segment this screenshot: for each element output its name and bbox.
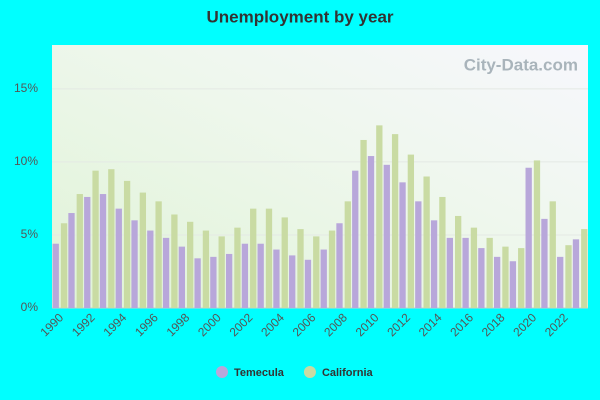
y-tick-label: 15% — [14, 81, 38, 95]
bar — [391, 134, 399, 308]
bar — [68, 213, 75, 308]
bar — [352, 170, 359, 308]
x-tick-label: 1990 — [37, 310, 66, 339]
bar — [462, 237, 469, 308]
x-tick-label: 1992 — [69, 310, 98, 339]
x-tick-label: 1994 — [101, 310, 130, 339]
bar — [108, 169, 115, 308]
bar — [423, 176, 430, 308]
bar — [502, 246, 509, 308]
bar — [225, 253, 233, 308]
bar — [407, 154, 415, 308]
bar — [470, 227, 478, 308]
bar — [313, 236, 320, 308]
x-tick-label: 2010 — [353, 310, 382, 339]
bar — [376, 125, 383, 308]
legend-label: Temecula — [234, 367, 285, 379]
bar — [60, 223, 68, 308]
bar — [194, 258, 201, 308]
bar — [99, 194, 107, 308]
bar — [415, 201, 422, 308]
x-tick-label: 2022 — [542, 310, 571, 339]
y-tick-label: 0% — [21, 300, 39, 314]
bar — [297, 229, 304, 308]
x-tick-label: 2016 — [447, 310, 476, 339]
bar — [147, 230, 154, 308]
bar — [52, 243, 59, 308]
bar — [399, 182, 406, 308]
x-tick-label: 2000 — [195, 310, 224, 339]
bar — [509, 261, 517, 308]
bar — [210, 256, 217, 308]
bar — [281, 217, 288, 308]
bar — [241, 243, 249, 308]
x-tick-label: 1998 — [164, 310, 193, 339]
x-tick-label: 2018 — [479, 310, 508, 339]
bar — [525, 167, 532, 308]
bar — [250, 208, 257, 308]
bar — [320, 249, 327, 308]
bar — [257, 243, 264, 308]
bar — [304, 259, 312, 308]
bar — [493, 256, 501, 308]
legend-label: California — [322, 367, 374, 379]
bar — [289, 255, 296, 308]
bar — [360, 139, 367, 308]
bar — [344, 201, 351, 308]
bar — [92, 170, 99, 308]
watermark: City-Data.com — [464, 55, 578, 74]
bar — [234, 227, 241, 308]
bar — [430, 220, 438, 308]
bar — [265, 208, 273, 308]
x-tick-label: 2004 — [258, 310, 287, 339]
bar — [486, 237, 493, 308]
bar — [455, 215, 462, 308]
x-tick-label: 1996 — [132, 310, 161, 339]
x-tick-label: 2002 — [227, 310, 256, 339]
bar — [565, 245, 572, 308]
bar — [273, 249, 280, 308]
bar — [76, 194, 83, 308]
bar — [218, 236, 225, 308]
bar — [581, 229, 588, 308]
bar — [446, 237, 453, 308]
x-tick-label: 2012 — [384, 310, 413, 339]
bar — [155, 201, 162, 308]
bar — [131, 220, 138, 308]
bar — [123, 180, 131, 308]
bar — [367, 156, 375, 308]
bar — [549, 201, 556, 308]
bar — [187, 221, 194, 308]
bar — [84, 196, 91, 308]
bar — [178, 246, 185, 308]
bar — [572, 239, 580, 308]
bar — [162, 237, 170, 308]
bar — [518, 248, 525, 308]
legend-marker — [216, 366, 228, 378]
x-tick-label: 2014 — [416, 310, 445, 339]
x-tick-label: 2006 — [290, 310, 319, 339]
bar — [336, 223, 343, 308]
bar — [115, 208, 122, 308]
bar — [533, 160, 541, 308]
bar — [202, 230, 210, 308]
bar — [171, 214, 178, 308]
chart-title: Unemployment by year — [206, 7, 393, 26]
bar — [328, 230, 336, 308]
bar — [383, 164, 390, 308]
x-tick-label: 2008 — [321, 310, 350, 339]
bar — [541, 218, 548, 308]
legend-marker — [303, 366, 316, 378]
y-tick-label: 5% — [21, 227, 39, 241]
bar — [478, 248, 485, 308]
bar — [139, 192, 147, 308]
x-tick-label: 2020 — [510, 310, 539, 339]
y-tick-label: 10% — [14, 154, 38, 168]
bar — [557, 256, 564, 308]
bar — [439, 196, 446, 308]
